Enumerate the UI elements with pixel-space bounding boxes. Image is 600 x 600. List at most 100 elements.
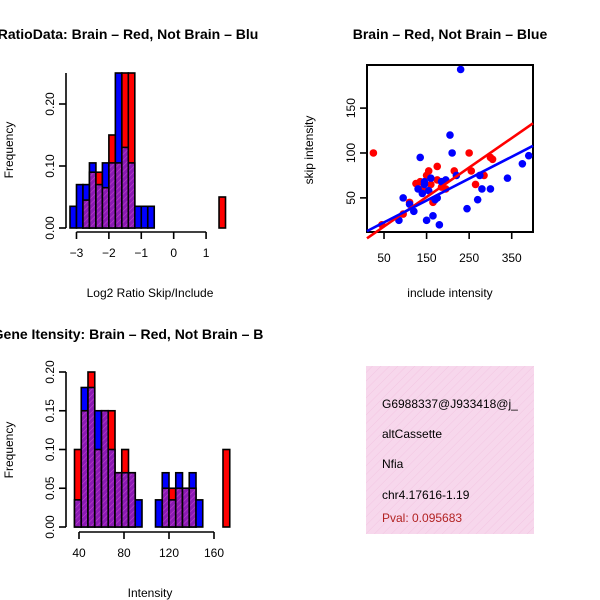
histogram-overlap-bar [121,146,130,229]
y-tick-label: 0.20 [43,360,57,384]
histogram-overlap-bar [101,186,110,229]
info-event-type: altCassette [382,427,442,441]
x-tick-label: 0 [170,246,177,260]
scatter-content [366,65,534,240]
brain-point [488,155,497,164]
ratio-histogram-axes: −3 −2 −1 0 1 0.00 0.10 0.20 [43,73,210,260]
x-tick-label: 120 [159,546,179,560]
scatter-ylabel: skip intensity [302,116,316,185]
scatter-xlabel: include intensity [407,286,492,300]
intensity-histogram-axes: 40 80 120 160 0.00 0.05 0.10 0.15 0.20 [43,360,224,560]
histogram-overlap-bar [120,471,130,528]
not-brain-point [424,186,433,195]
info-pval: Pval: 0.095683 [382,511,462,525]
scatter-axes: 50 150 250 350 50 100 150 [344,98,522,265]
ratio-histogram-bars [69,72,227,229]
brain-point [465,149,473,157]
histogram-overlap-bar [174,487,184,528]
histogram-overlap-bar [188,487,197,528]
not-brain-point [435,221,444,229]
histogram-overlap-bar [100,409,110,528]
y-tick-label: 100 [344,143,358,163]
not-brain-point [456,65,465,74]
scatter-panel: Brain – Red, Not Brain – Blue 50 150 250 35… [302,26,547,300]
intensity-histogram-xlabel: Intensity [128,586,173,600]
x-tick-label: 50 [377,251,391,265]
y-tick-label: 50 [344,191,358,205]
x-tick-label: −3 [70,246,84,260]
y-tick-label: 0.10 [43,154,57,178]
not-brain-point [416,153,425,162]
x-tick-label: 160 [204,546,224,560]
brain-point [369,149,378,157]
histogram-bar [140,205,149,229]
brain-fit-line [366,122,534,240]
brain-point [467,167,476,175]
y-tick-label: 0.15 [43,399,57,423]
histogram-overlap-bar [80,409,89,528]
scatter-title: Brain – Red, Not Brain – Blue [353,26,548,42]
intensity-histogram-panel: Gene Itensity: Brain – Red, Not Brain – … [0,326,263,600]
x-tick-label: −1 [134,246,148,260]
histogram-overlap-bar [82,199,91,229]
not-brain-point [422,216,431,225]
histogram-overlap-bar [168,499,177,528]
not-brain-point [473,195,482,204]
y-tick-label: 0.00 [43,515,57,539]
not-brain-point [420,180,429,189]
histogram-bar [69,205,78,229]
brain-point [424,167,433,175]
histogram-bar [218,196,227,229]
histogram-overlap-bar [95,183,104,229]
not-brain-point [429,212,437,220]
histogram-overlap-bar [73,499,83,528]
info-box-background [366,366,534,534]
brain-point [433,162,442,171]
intensity-histogram-ylabel: Frequency [2,422,16,479]
ratio-histogram-xlabel: Log2 Ratio Skip/Include [87,286,214,300]
info-location: chr4.17616-1.19 [382,488,470,502]
x-tick-label: 350 [502,251,522,265]
not-brain-point [524,151,533,160]
histogram-bar [222,448,231,528]
y-tick-label: 0.05 [43,476,57,500]
intensity-histogram-title: Gene Itensity: Brain – Red, Not Brain – … [0,326,263,342]
histogram-bar [154,499,164,528]
ratio-histogram-title: RatioData: Brain – Red, Not Brain – Blu [0,26,258,42]
brain-point [427,180,435,189]
not-brain-point [448,149,456,157]
histogram-bar [146,205,156,229]
x-tick-label: 1 [203,246,210,260]
y-tick-label: 0.20 [43,92,57,116]
y-tick-label: 150 [344,98,358,118]
info-gene: Nfia [382,457,404,471]
not-brain-fit-line [366,144,534,233]
not-brain-point [463,204,471,213]
brain-point [471,180,480,189]
histogram-overlap-bar [88,171,97,229]
info-panel: G6988337@J933418@j_ altCassette Nfia chr… [366,366,534,534]
histogram-overlap-bar [181,487,191,528]
x-tick-label: 40 [72,546,86,560]
not-brain-point [446,131,454,139]
ratio-histogram-panel: RatioData: Brain – Red, Not Brain – Blu … [0,26,258,300]
not-brain-point [418,189,427,198]
ratio-histogram-ylabel: Frequency [2,122,16,179]
histogram-bar [134,205,143,229]
not-brain-point [518,159,527,168]
histogram-overlap-bar [93,448,103,528]
x-tick-label: −2 [102,246,116,260]
histogram-bar [134,499,143,528]
histogram-bar [195,499,204,528]
not-brain-point [503,174,512,182]
not-brain-point [399,194,407,202]
histogram-overlap-bar [108,162,117,229]
not-brain-point [427,174,435,182]
histogram-overlap-bar [114,471,123,528]
x-tick-label: 80 [117,546,131,560]
y-tick-label: 0.00 [43,216,57,240]
histogram-overlap-bar [127,471,137,528]
not-brain-point [486,185,495,193]
histogram-overlap-bar [161,487,170,528]
